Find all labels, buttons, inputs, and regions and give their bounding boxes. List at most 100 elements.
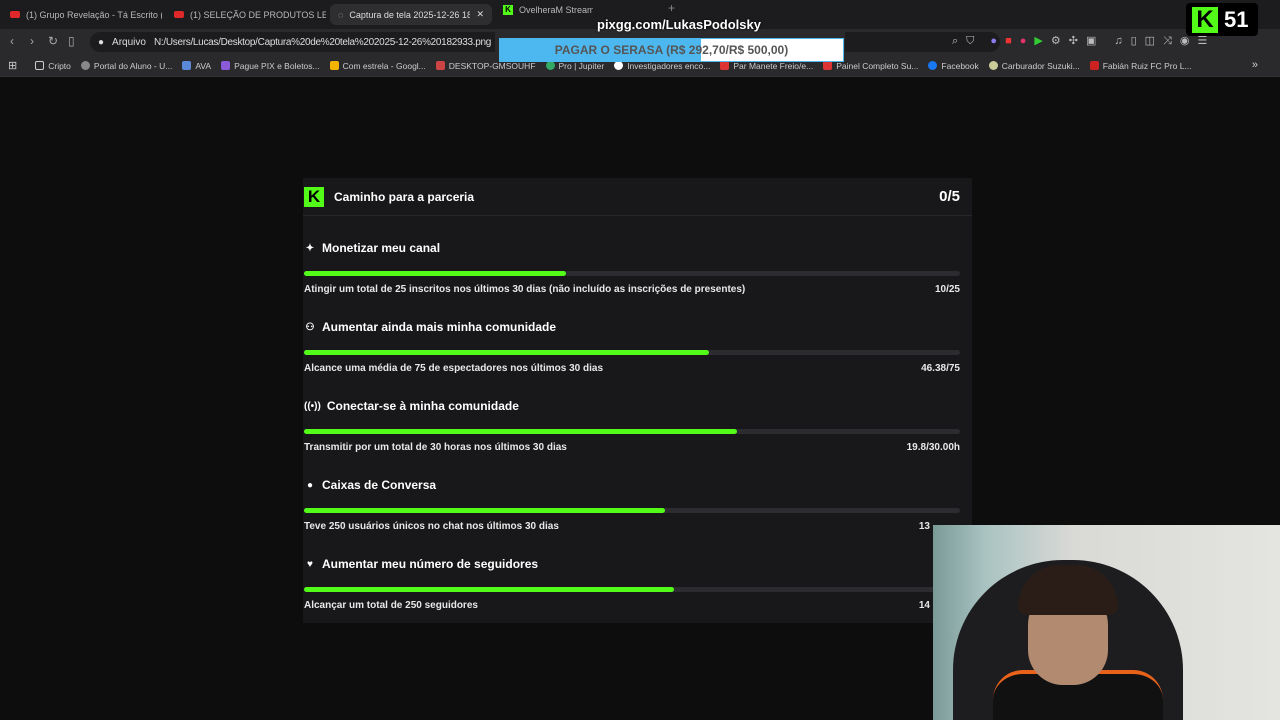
new-tab-button[interactable]: + <box>668 1 676 15</box>
close-tab-icon[interactable]: ✕ <box>476 9 484 19</box>
partnership-card: K Caminho para a parceria 0/5 ✦ Monetizar… <box>303 178 972 623</box>
goal-title: Conectar-se à minha comunidade <box>326 399 519 413</box>
bookmark-label: Carburador Suzuki... <box>1001 60 1080 71</box>
bookmark-label: DESKTOP-GMSOUHF <box>448 60 536 71</box>
tab-grupo-revelacao[interactable]: (1) Grupo Revelação - Tá Escrito (Ao <box>2 4 162 25</box>
url-text: N:/Users/Lucas/Desktop/Captura%20de%20te… <box>153 36 492 48</box>
scheme-label: Arquivo <box>112 36 146 48</box>
tab-label: (1) Grupo Revelação - Tá Escrito (Ao <box>26 9 162 20</box>
apps-icon[interactable]: ⊞ <box>8 60 18 72</box>
goal-desc: Atingir um total de 25 inscritos nos últ… <box>304 284 746 295</box>
url-field-end[interactable] <box>845 32 1000 52</box>
tab-ovelheram[interactable]: K OvelheraM Stream - Watch Live on K <box>495 2 593 17</box>
reload-icon[interactable]: ↻ <box>48 34 59 48</box>
goal-progress-bar <box>304 350 960 355</box>
globe-icon: ◌ <box>338 9 344 20</box>
viewer-badge: K 51 <box>1186 3 1258 36</box>
forward-icon[interactable]: › <box>30 34 34 48</box>
pip-icon[interactable]: ◫ <box>1144 35 1156 47</box>
bookmark-label: AVA <box>195 60 212 71</box>
kick-logo-icon: K <box>304 186 324 207</box>
goal-progress-fill <box>304 508 665 513</box>
bookmark-label: Par Manete Freio/e... <box>733 60 814 71</box>
bookmark-item[interactable]: Pague PIX e Boletos... <box>221 61 320 71</box>
bookmark-label: Pro | Jupiter <box>558 60 605 71</box>
tab-label: OvelheraM Stream - Watch Live on K <box>519 4 593 15</box>
donation-goal-bar: PAGAR O SERASA (R$ 292,70/R$ 500,00) <box>499 38 844 62</box>
bookmark-label: Cripto <box>48 60 71 71</box>
goal-value: 14 <box>918 600 930 611</box>
menu-icon[interactable]: ☰ <box>1197 35 1208 47</box>
bookmark-item[interactable]: Pro | Jupiter <box>545 60 605 71</box>
goal-progress-bar <box>304 508 960 513</box>
extension-icon[interactable]: ● <box>1019 35 1027 47</box>
goal-progress-fill <box>304 271 567 276</box>
carburador-icon <box>988 61 998 70</box>
music-icon[interactable]: ♫ <box>1114 35 1123 47</box>
webcam-overlay <box>933 525 1280 720</box>
viewer-count: 51 <box>1224 6 1249 32</box>
goal-desc: Alcance uma média de 75 de espectadores … <box>304 363 604 374</box>
vpn-icon[interactable]: ◉ <box>1179 35 1190 47</box>
desktop-icon <box>435 61 445 70</box>
bookmark-item[interactable]: Fabián Ruiz FC Pro L... <box>1089 61 1192 71</box>
puzzle-icon[interactable]: ✣ <box>1068 35 1078 47</box>
heart-icon: ♥ <box>307 558 313 570</box>
card-count: 0/5 <box>939 188 960 205</box>
sidebar-icon[interactable]: ▣ <box>1085 35 1097 47</box>
card-header: K Caminho para a parceria 0/5 <box>303 178 972 216</box>
bookmark-item[interactable]: Cripto <box>35 61 71 71</box>
bookmark-icon[interactable]: ▯ <box>68 34 75 48</box>
goal-progress-bar <box>304 587 960 592</box>
url-field[interactable]: ● Arquivo N:/Users/Lucas/Desktop/Captura… <box>90 32 495 52</box>
share-icon[interactable]: ⤨ <box>1163 35 1172 47</box>
goal-progress-bar <box>304 429 960 434</box>
goal-monetize: ✦ Monetizar meu canal Atingir um total de… <box>304 240 960 296</box>
goal-desc: Teve 250 usuários únicos no chat nos últ… <box>304 521 559 532</box>
bookmark-item[interactable]: Portal do Aluno - U... <box>80 61 172 71</box>
card-title: Caminho para a parceria <box>334 189 475 204</box>
extension-icon[interactable]: ■ <box>1005 35 1012 47</box>
store-icon <box>823 61 833 70</box>
bookmark-item[interactable]: Painel Completo Su... <box>823 61 918 71</box>
tab-selecao-produtos[interactable]: (1) SELEÇÃO DE PRODUTOS LEGAIS <box>166 4 326 25</box>
sparkle-icon: ✦ <box>305 242 315 254</box>
bookmark-item[interactable]: Facebook <box>928 60 979 71</box>
back-icon[interactable]: ‹ <box>10 34 14 48</box>
extension-icon[interactable]: ● <box>990 35 998 47</box>
goal-followers: ♥ Aumentar meu número de seguidores Alcan… <box>304 556 960 612</box>
brave-shield-icon[interactable]: ⛉ <box>966 35 975 47</box>
goal-value: 10/25 <box>934 284 960 295</box>
users-icon: ⚇ <box>305 321 315 333</box>
bookmark-item[interactable]: Carburador Suzuki... <box>988 60 1080 71</box>
goal-title: Aumentar ainda mais minha comunidade <box>322 320 557 334</box>
bookmark-item[interactable]: AVA <box>182 61 211 71</box>
extension-icon[interactable]: ⚙ <box>1050 35 1061 47</box>
bookmark-item[interactable]: Investigadores enco... <box>614 61 710 71</box>
broadcast-icon: ((•)) <box>304 400 321 412</box>
overlay-title: pixgg.com/LukasPodolsky <box>597 17 761 32</box>
zoom-icon[interactable]: ⌕ <box>952 35 959 47</box>
tab-captura[interactable]: ◌ Captura de tela 2025-12-26 182 ✕ <box>330 4 492 25</box>
wallet-icon[interactable]: ▯ <box>1130 35 1137 47</box>
bookmark-item[interactable]: DESKTOP-GMSOUHF <box>435 60 536 71</box>
bookmark-label: Facebook <box>941 60 979 71</box>
facebook-icon <box>928 61 938 70</box>
bookmark-item[interactable]: Com estrela - Googl... <box>329 61 426 71</box>
donation-goal-fill <box>500 39 701 61</box>
person-hair <box>1018 565 1118 615</box>
extension-icon[interactable]: ▶ <box>1034 35 1043 47</box>
goal-value: 46.38/75 <box>921 363 960 374</box>
more-bookmarks-icon[interactable]: » <box>1251 59 1258 71</box>
goal-value: 19.8/30.00h <box>906 442 960 453</box>
goal-progress-fill <box>304 350 710 355</box>
store-icon <box>720 61 730 70</box>
ea-icon <box>1089 61 1099 70</box>
goal-community: ⚇ Aumentar ainda mais minha comunidade Al… <box>304 319 960 375</box>
bookmark-label: Investigadores enco... <box>627 60 711 71</box>
drive-icon <box>329 61 339 70</box>
bookmark-item[interactable]: Par Manete Freio/e... <box>720 61 813 71</box>
goal-value: 13 <box>918 521 930 532</box>
bookmarks-bar: ⊞ Cripto Portal do Aluno - U... AVA Pagu… <box>0 55 1280 77</box>
tab-label: Captura de tela 2025-12-26 182 <box>349 9 471 20</box>
